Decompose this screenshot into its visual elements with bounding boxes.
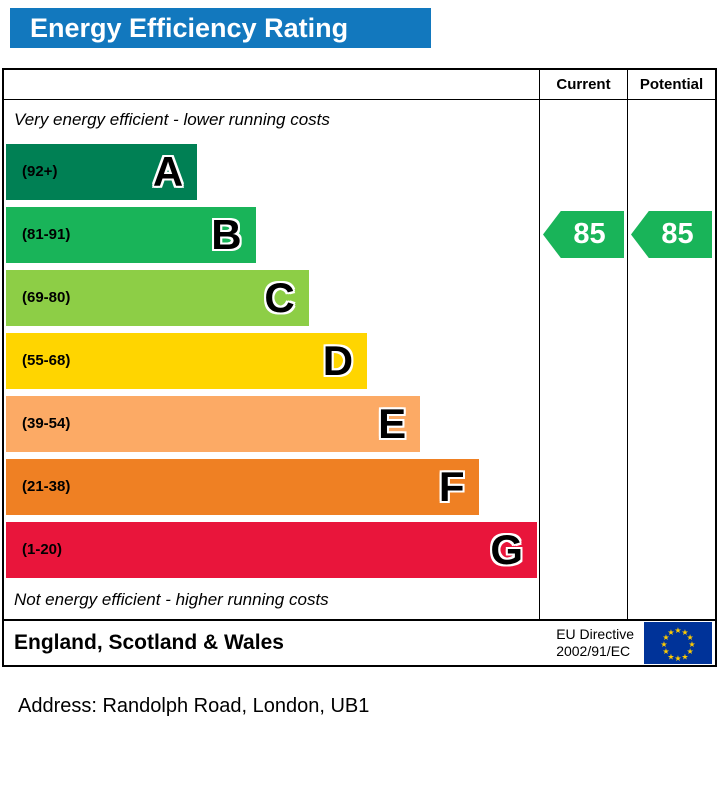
band-row: (81-91) B [6, 203, 537, 266]
address-line: Address: Randolph Road, London, UB1 [18, 695, 370, 717]
band-range-label: (92+) [22, 163, 58, 180]
band-row: (21-38) F [6, 455, 537, 518]
svg-text:★: ★ [662, 633, 669, 642]
table-body: Very energy efficient - lower running co… [4, 100, 715, 619]
band-row: (39-54) E [6, 392, 537, 455]
band-letter: D [322, 336, 354, 384]
potential-arrow: 85 [631, 211, 712, 258]
svg-text:★: ★ [681, 628, 688, 637]
band-range-label: (39-54) [22, 415, 71, 432]
band-bar-f: (21-38) F [6, 458, 479, 515]
svg-text:★: ★ [681, 652, 688, 661]
band-bar-e: (39-54) E [6, 395, 421, 452]
eu-directive-line2: 2002/91/EC [556, 643, 631, 659]
band-range-label: (55-68) [22, 352, 71, 369]
current-score-column: 85 [539, 100, 627, 619]
band-bar-g: (1-20) G [6, 521, 537, 578]
potential-value: 85 [661, 218, 694, 250]
svg-text:★: ★ [667, 652, 674, 661]
band-row: (55-68) D [6, 329, 537, 392]
svg-text:★: ★ [667, 628, 674, 637]
svg-text:★: ★ [662, 647, 669, 656]
column-header-potential: Potential [627, 70, 715, 99]
band-letter: F [438, 462, 465, 510]
band-row: (69-80) C [6, 266, 537, 329]
band-letter: E [378, 399, 407, 447]
band-range-label: (21-38) [22, 478, 71, 495]
band-row: (1-20) G [6, 518, 537, 581]
svg-text:★: ★ [688, 640, 695, 649]
table-footer: England, Scotland & Wales EU Directive 2… [2, 619, 717, 667]
band-letter: B [211, 210, 242, 258]
potential-score-column: 85 [627, 100, 715, 619]
svg-text:★: ★ [674, 626, 681, 635]
epc-rating-table: Current Potential Very energy efficient … [2, 68, 717, 621]
svg-text:★: ★ [687, 633, 694, 642]
band-row: (92+) A [6, 140, 537, 203]
band-bar-d: (55-68) D [6, 332, 368, 389]
rating-bands-column: Very energy efficient - lower running co… [4, 100, 539, 619]
band-range-label: (69-80) [22, 289, 71, 306]
current-arrow: 85 [543, 211, 624, 258]
svg-text:★: ★ [660, 640, 667, 649]
header-spacer [4, 70, 539, 99]
band-bar-c: (69-80) C [6, 269, 309, 326]
eu-flag-icon: ★ ★ ★ ★ ★ ★ ★ ★ ★ ★ ★ ★ [644, 622, 712, 664]
svg-text:★: ★ [674, 654, 681, 663]
region-label: England, Scotland & Wales [14, 631, 284, 654]
top-note: Very energy efficient - lower running co… [14, 110, 330, 129]
band-range-label: (1-20) [22, 541, 63, 558]
band-range-label: (81-91) [22, 226, 71, 243]
bottom-note: Not energy efficient - higher running co… [14, 590, 329, 609]
band-letter: A [152, 147, 184, 195]
eu-directive-label: EU Directive 2002/91/EC [556, 626, 634, 661]
current-value: 85 [573, 218, 606, 250]
svg-text:★: ★ [687, 647, 694, 656]
band-bar-b: (81-91) B [6, 206, 256, 263]
band-letter: G [490, 525, 523, 573]
eu-directive-line1: EU Directive [556, 625, 634, 642]
chart-title: Energy Efficiency Rating [10, 8, 431, 48]
band-bar-a: (92+) A [6, 143, 198, 200]
column-header-current: Current [539, 70, 627, 99]
band-letter: C [264, 273, 295, 321]
table-header-row: Current Potential [4, 70, 715, 100]
